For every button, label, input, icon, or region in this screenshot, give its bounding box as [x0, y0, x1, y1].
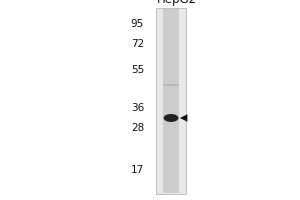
Text: 28: 28 [131, 123, 144, 133]
Text: 36: 36 [131, 103, 144, 113]
Text: 95: 95 [131, 19, 144, 29]
Bar [163, 84, 179, 86]
Bar [163, 9, 179, 193]
Text: 72: 72 [131, 39, 144, 49]
Polygon shape [180, 114, 188, 122]
Text: 55: 55 [131, 65, 144, 75]
Bar [156, 8, 186, 194]
Ellipse shape [164, 114, 178, 122]
Text: HepG2: HepG2 [157, 0, 197, 6]
Text: 17: 17 [131, 165, 144, 175]
